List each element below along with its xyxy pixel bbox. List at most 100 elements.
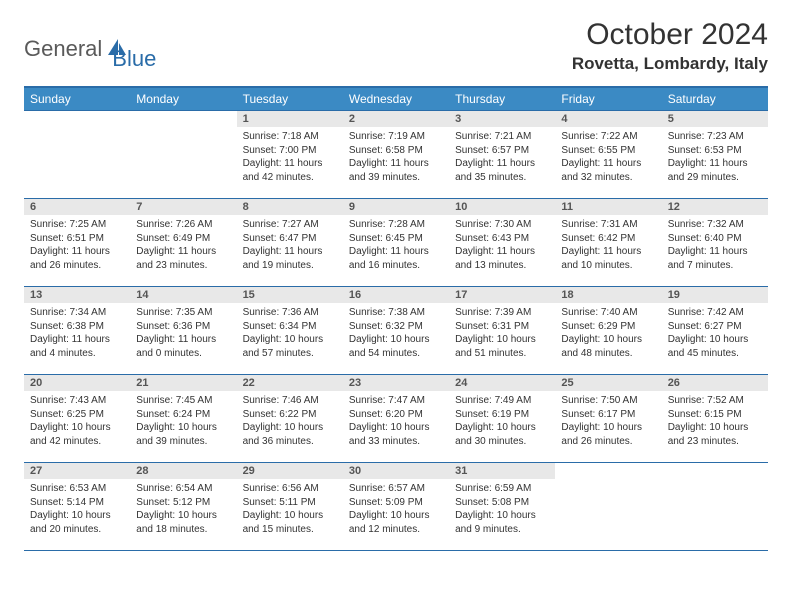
sunrise-text: Sunrise: 7:32 AM <box>668 218 762 232</box>
sunset-text: Sunset: 6:42 PM <box>561 232 655 246</box>
day-details: Sunrise: 7:38 AMSunset: 6:32 PMDaylight:… <box>343 303 449 364</box>
sunrise-text: Sunrise: 7:19 AM <box>349 130 443 144</box>
sunset-text: Sunset: 6:15 PM <box>668 408 762 422</box>
daylight-text: Daylight: 10 hours and 57 minutes. <box>243 333 337 360</box>
sunrise-text: Sunrise: 7:45 AM <box>136 394 230 408</box>
daylight-text: Daylight: 10 hours and 18 minutes. <box>136 509 230 536</box>
sunrise-text: Sunrise: 7:27 AM <box>243 218 337 232</box>
calendar-day-cell: 29Sunrise: 6:56 AMSunset: 5:11 PMDayligh… <box>237 463 343 551</box>
day-details: Sunrise: 7:19 AMSunset: 6:58 PMDaylight:… <box>343 127 449 188</box>
daylight-text: Daylight: 11 hours and 4 minutes. <box>30 333 124 360</box>
sunset-text: Sunset: 5:12 PM <box>136 496 230 510</box>
day-details: Sunrise: 6:53 AMSunset: 5:14 PMDaylight:… <box>24 479 130 540</box>
sunrise-text: Sunrise: 7:34 AM <box>30 306 124 320</box>
daylight-text: Daylight: 11 hours and 13 minutes. <box>455 245 549 272</box>
day-header: Sunday <box>24 88 130 111</box>
calendar-day-cell: 7Sunrise: 7:26 AMSunset: 6:49 PMDaylight… <box>130 199 236 287</box>
day-details: Sunrise: 7:23 AMSunset: 6:53 PMDaylight:… <box>662 127 768 188</box>
calendar-day-cell: 6Sunrise: 7:25 AMSunset: 6:51 PMDaylight… <box>24 199 130 287</box>
calendar-day-cell: 22Sunrise: 7:46 AMSunset: 6:22 PMDayligh… <box>237 375 343 463</box>
calendar-day-cell: 16Sunrise: 7:38 AMSunset: 6:32 PMDayligh… <box>343 287 449 375</box>
sunrise-text: Sunrise: 7:40 AM <box>561 306 655 320</box>
daylight-text: Daylight: 11 hours and 0 minutes. <box>136 333 230 360</box>
day-number: 3 <box>449 111 555 127</box>
sunrise-text: Sunrise: 7:23 AM <box>668 130 762 144</box>
day-header: Tuesday <box>237 88 343 111</box>
day-details: Sunrise: 7:30 AMSunset: 6:43 PMDaylight:… <box>449 215 555 276</box>
day-details: Sunrise: 6:56 AMSunset: 5:11 PMDaylight:… <box>237 479 343 540</box>
calendar-day-cell: 25Sunrise: 7:50 AMSunset: 6:17 PMDayligh… <box>555 375 661 463</box>
sunrise-text: Sunrise: 7:52 AM <box>668 394 762 408</box>
sunset-text: Sunset: 5:09 PM <box>349 496 443 510</box>
daylight-text: Daylight: 10 hours and 33 minutes. <box>349 421 443 448</box>
daylight-text: Daylight: 10 hours and 20 minutes. <box>30 509 124 536</box>
calendar-week-row: 6Sunrise: 7:25 AMSunset: 6:51 PMDaylight… <box>24 199 768 287</box>
calendar-day-cell: 28Sunrise: 6:54 AMSunset: 5:12 PMDayligh… <box>130 463 236 551</box>
sunset-text: Sunset: 6:36 PM <box>136 320 230 334</box>
day-details: Sunrise: 6:59 AMSunset: 5:08 PMDaylight:… <box>449 479 555 540</box>
day-details: Sunrise: 7:46 AMSunset: 6:22 PMDaylight:… <box>237 391 343 452</box>
sunrise-text: Sunrise: 7:21 AM <box>455 130 549 144</box>
calendar-week-row: 27Sunrise: 6:53 AMSunset: 5:14 PMDayligh… <box>24 463 768 551</box>
daylight-text: Daylight: 11 hours and 16 minutes. <box>349 245 443 272</box>
day-number: 5 <box>662 111 768 127</box>
sunrise-text: Sunrise: 6:54 AM <box>136 482 230 496</box>
daylight-text: Daylight: 10 hours and 42 minutes. <box>30 421 124 448</box>
sunset-text: Sunset: 6:20 PM <box>349 408 443 422</box>
sunset-text: Sunset: 6:45 PM <box>349 232 443 246</box>
day-details: Sunrise: 7:52 AMSunset: 6:15 PMDaylight:… <box>662 391 768 452</box>
day-header: Monday <box>130 88 236 111</box>
sunrise-text: Sunrise: 7:42 AM <box>668 306 762 320</box>
calendar-day-cell: 20Sunrise: 7:43 AMSunset: 6:25 PMDayligh… <box>24 375 130 463</box>
sunset-text: Sunset: 6:53 PM <box>668 144 762 158</box>
logo-text-general: General <box>24 36 102 62</box>
logo-text-blue: Blue <box>112 46 156 72</box>
day-number: 30 <box>343 463 449 479</box>
daylight-text: Daylight: 11 hours and 23 minutes. <box>136 245 230 272</box>
daylight-text: Daylight: 10 hours and 36 minutes. <box>243 421 337 448</box>
day-number: 14 <box>130 287 236 303</box>
daylight-text: Daylight: 10 hours and 15 minutes. <box>243 509 337 536</box>
daylight-text: Daylight: 11 hours and 7 minutes. <box>668 245 762 272</box>
sunset-text: Sunset: 6:31 PM <box>455 320 549 334</box>
calendar-day-cell: 30Sunrise: 6:57 AMSunset: 5:09 PMDayligh… <box>343 463 449 551</box>
daylight-text: Daylight: 11 hours and 26 minutes. <box>30 245 124 272</box>
day-number: 17 <box>449 287 555 303</box>
sunset-text: Sunset: 6:58 PM <box>349 144 443 158</box>
calendar-day-cell: 2Sunrise: 7:19 AMSunset: 6:58 PMDaylight… <box>343 111 449 199</box>
calendar-day-cell: 11Sunrise: 7:31 AMSunset: 6:42 PMDayligh… <box>555 199 661 287</box>
daylight-text: Daylight: 10 hours and 23 minutes. <box>668 421 762 448</box>
sunset-text: Sunset: 6:29 PM <box>561 320 655 334</box>
calendar-day-cell: 17Sunrise: 7:39 AMSunset: 6:31 PMDayligh… <box>449 287 555 375</box>
day-number: 21 <box>130 375 236 391</box>
calendar-day-cell: 26Sunrise: 7:52 AMSunset: 6:15 PMDayligh… <box>662 375 768 463</box>
sunrise-text: Sunrise: 7:46 AM <box>243 394 337 408</box>
day-number: 16 <box>343 287 449 303</box>
sunset-text: Sunset: 6:43 PM <box>455 232 549 246</box>
calendar-week-row: 13Sunrise: 7:34 AMSunset: 6:38 PMDayligh… <box>24 287 768 375</box>
day-details: Sunrise: 6:57 AMSunset: 5:09 PMDaylight:… <box>343 479 449 540</box>
daylight-text: Daylight: 10 hours and 48 minutes. <box>561 333 655 360</box>
calendar-day-cell: 5Sunrise: 7:23 AMSunset: 6:53 PMDaylight… <box>662 111 768 199</box>
sunrise-text: Sunrise: 7:22 AM <box>561 130 655 144</box>
calendar-day-cell: 19Sunrise: 7:42 AMSunset: 6:27 PMDayligh… <box>662 287 768 375</box>
daylight-text: Daylight: 11 hours and 19 minutes. <box>243 245 337 272</box>
sunset-text: Sunset: 6:27 PM <box>668 320 762 334</box>
sunrise-text: Sunrise: 6:53 AM <box>30 482 124 496</box>
day-number: 20 <box>24 375 130 391</box>
sunrise-text: Sunrise: 7:35 AM <box>136 306 230 320</box>
sunset-text: Sunset: 6:49 PM <box>136 232 230 246</box>
daylight-text: Daylight: 10 hours and 39 minutes. <box>136 421 230 448</box>
day-number: 31 <box>449 463 555 479</box>
sunset-text: Sunset: 5:14 PM <box>30 496 124 510</box>
day-number: 7 <box>130 199 236 215</box>
calendar-day-cell: . <box>662 463 768 551</box>
sunrise-text: Sunrise: 7:18 AM <box>243 130 337 144</box>
day-number: 2 <box>343 111 449 127</box>
sunrise-text: Sunrise: 7:31 AM <box>561 218 655 232</box>
daylight-text: Daylight: 11 hours and 35 minutes. <box>455 157 549 184</box>
sunset-text: Sunset: 6:25 PM <box>30 408 124 422</box>
day-details: Sunrise: 7:21 AMSunset: 6:57 PMDaylight:… <box>449 127 555 188</box>
sunset-text: Sunset: 6:51 PM <box>30 232 124 246</box>
day-details: Sunrise: 7:34 AMSunset: 6:38 PMDaylight:… <box>24 303 130 364</box>
